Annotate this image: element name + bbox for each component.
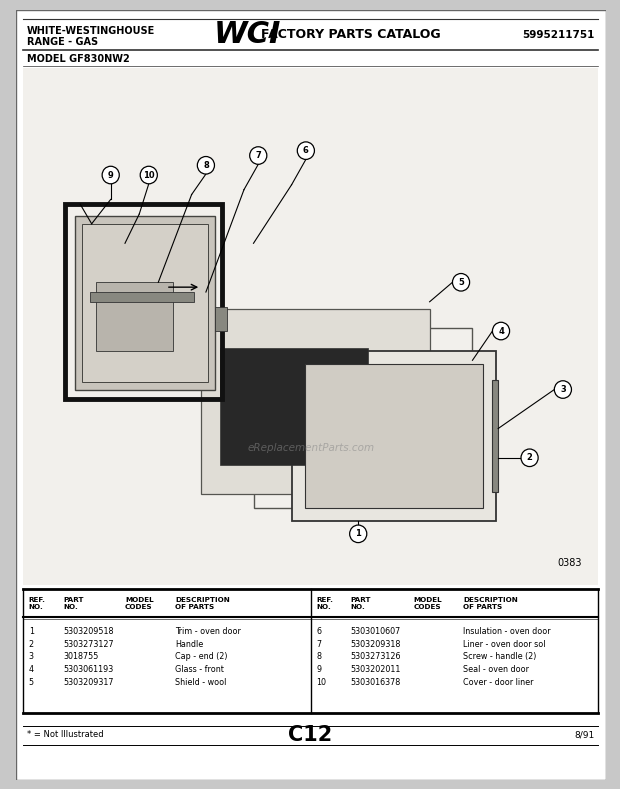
Text: 2: 2 <box>526 454 533 462</box>
Circle shape <box>298 142 314 159</box>
Text: REF.
NO.: REF. NO. <box>29 596 46 610</box>
Text: DESCRIPTION
OF PARTS: DESCRIPTION OF PARTS <box>463 596 518 610</box>
Text: 5303209317: 5303209317 <box>63 678 113 686</box>
Bar <box>90 292 195 301</box>
Text: Trim - oven door: Trim - oven door <box>175 626 241 636</box>
Text: 5303016378: 5303016378 <box>350 678 401 686</box>
Text: 5303010607: 5303010607 <box>350 626 401 636</box>
Bar <box>215 307 227 331</box>
Text: 3: 3 <box>560 385 566 394</box>
Text: REF.
NO.: REF. NO. <box>316 596 333 610</box>
Circle shape <box>250 147 267 164</box>
Text: Glass - front: Glass - front <box>175 665 224 674</box>
Text: 6: 6 <box>316 626 321 636</box>
Text: Cap - end (2): Cap - end (2) <box>175 653 228 661</box>
Text: Seal - oven door: Seal - oven door <box>463 665 529 674</box>
Text: 5303061193: 5303061193 <box>63 665 113 674</box>
Bar <box>82 224 208 382</box>
Text: 9: 9 <box>108 170 113 180</box>
Text: 5303273127: 5303273127 <box>63 640 113 649</box>
Text: DESCRIPTION
OF PARTS: DESCRIPTION OF PARTS <box>175 596 230 610</box>
Text: Handle: Handle <box>175 640 204 649</box>
Text: 1: 1 <box>29 626 34 636</box>
Text: 7: 7 <box>255 151 261 160</box>
Text: 7: 7 <box>316 640 321 649</box>
Text: 10: 10 <box>316 678 326 686</box>
Bar <box>492 380 498 492</box>
Text: * = Not Illustrated: * = Not Illustrated <box>27 730 104 739</box>
Text: 5303209518: 5303209518 <box>63 626 113 636</box>
Bar <box>97 282 172 350</box>
Text: 1: 1 <box>355 529 361 538</box>
Bar <box>305 365 483 507</box>
Text: Cover - door liner: Cover - door liner <box>463 678 533 686</box>
Text: 6: 6 <box>303 146 309 155</box>
Circle shape <box>453 274 469 291</box>
Circle shape <box>492 322 510 340</box>
Text: RANGE - GAS: RANGE - GAS <box>27 37 98 47</box>
Text: C12: C12 <box>288 724 333 745</box>
Bar <box>220 348 368 465</box>
Text: PART
NO.: PART NO. <box>350 596 371 610</box>
Bar <box>23 68 598 585</box>
Text: 8/91: 8/91 <box>574 730 595 739</box>
Text: WCI: WCI <box>213 21 281 49</box>
Bar <box>74 216 215 390</box>
Text: 5303202011: 5303202011 <box>350 665 401 674</box>
Circle shape <box>554 381 572 398</box>
Text: 5303273126: 5303273126 <box>350 653 401 661</box>
Text: WHITE-WESTINGHOUSE: WHITE-WESTINGHOUSE <box>27 26 155 36</box>
Text: MODEL
CODES: MODEL CODES <box>125 596 154 610</box>
Text: FACTORY PARTS CATALOG: FACTORY PARTS CATALOG <box>261 28 441 41</box>
Bar <box>201 308 430 494</box>
Text: Insulation - oven door: Insulation - oven door <box>463 626 551 636</box>
Text: Liner - oven door sol: Liner - oven door sol <box>463 640 546 649</box>
Circle shape <box>140 166 157 184</box>
Text: eReplacementParts.com: eReplacementParts.com <box>247 443 374 453</box>
Circle shape <box>102 166 119 184</box>
Text: 4: 4 <box>498 327 504 335</box>
Text: 8: 8 <box>203 161 209 170</box>
Text: 10: 10 <box>143 170 154 180</box>
Circle shape <box>197 156 215 174</box>
Text: 5: 5 <box>29 678 34 686</box>
Text: Shield - wool: Shield - wool <box>175 678 227 686</box>
Text: 5303209318: 5303209318 <box>350 640 401 649</box>
Text: Screw - handle (2): Screw - handle (2) <box>463 653 536 661</box>
Text: 9: 9 <box>316 665 321 674</box>
Bar <box>65 204 222 399</box>
Bar <box>254 328 472 508</box>
Text: MODEL
CODES: MODEL CODES <box>414 596 442 610</box>
Text: 5: 5 <box>458 278 464 286</box>
Text: 8: 8 <box>316 653 321 661</box>
Bar <box>291 350 496 522</box>
Text: 2: 2 <box>29 640 34 649</box>
Text: 0383: 0383 <box>557 558 582 568</box>
Text: 4: 4 <box>29 665 34 674</box>
Circle shape <box>350 525 367 543</box>
Text: 3018755: 3018755 <box>63 653 99 661</box>
Text: PART
NO.: PART NO. <box>63 596 84 610</box>
Circle shape <box>521 449 538 466</box>
Text: 3: 3 <box>29 653 34 661</box>
Text: MODEL GF830NW2: MODEL GF830NW2 <box>27 54 130 64</box>
Text: 5995211751: 5995211751 <box>522 30 595 39</box>
